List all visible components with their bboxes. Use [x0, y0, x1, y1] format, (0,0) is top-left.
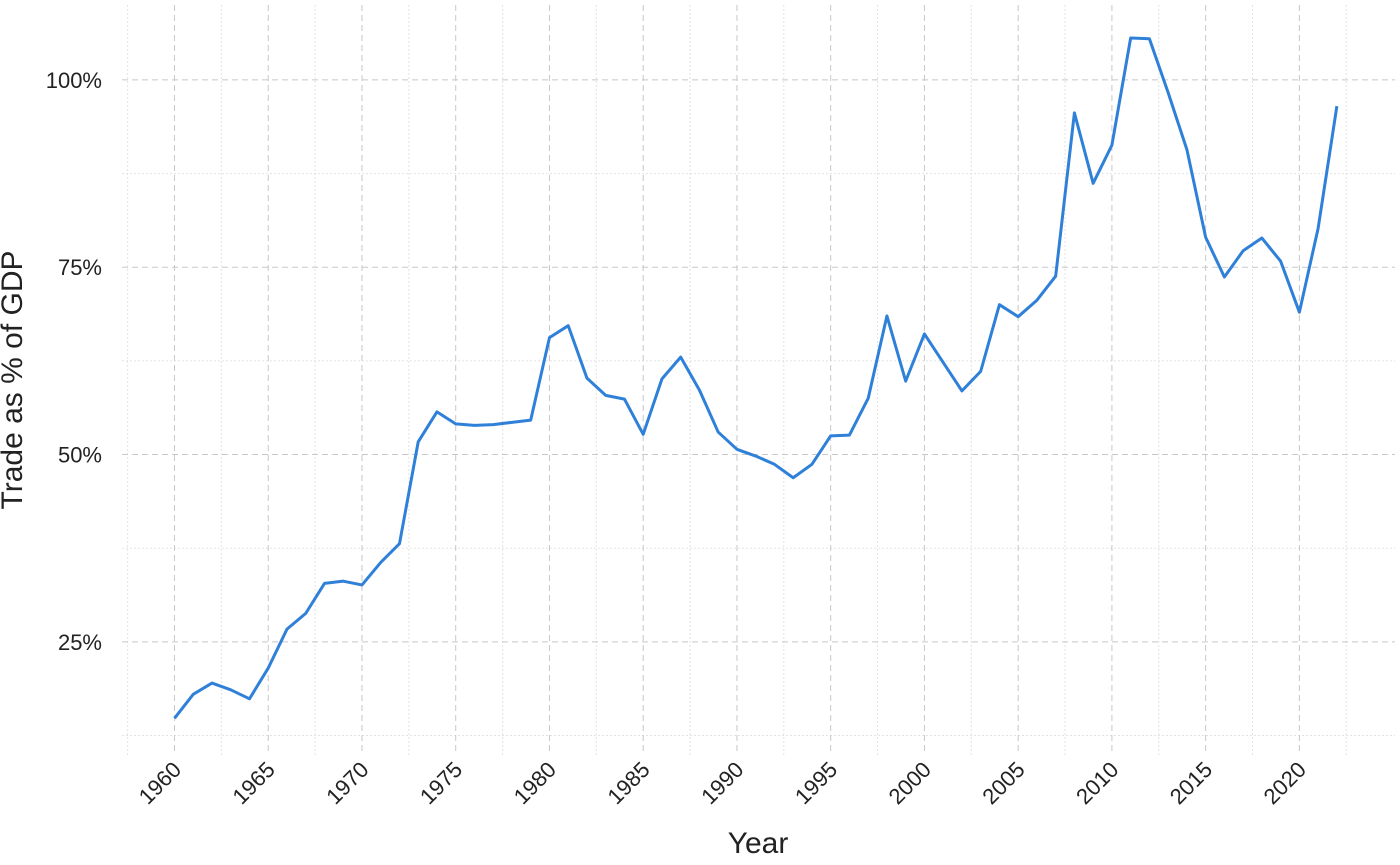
y-tick-label: 100% [46, 68, 102, 93]
x-tick-label: 1975 [415, 757, 467, 809]
x-tick-label: 1960 [134, 757, 186, 809]
x-tick-label: 1985 [602, 757, 654, 809]
y-tick-label: 75% [58, 255, 102, 280]
x-axis-title: Year [728, 827, 789, 860]
y-tick-label: 50% [58, 443, 102, 468]
x-tick-label: 2020 [1259, 757, 1311, 809]
x-tick-label: 2005 [977, 757, 1029, 809]
y-tick-label: 25% [58, 630, 102, 655]
line [173, 36, 1339, 720]
y-axis-title: Trade as % of GDP [0, 251, 29, 510]
x-tick-label: 1965 [227, 757, 279, 809]
x-tick-label: 2000 [884, 757, 936, 809]
x-tick-label: 1990 [696, 757, 748, 809]
x-tick-label: 2010 [1071, 757, 1123, 809]
x-tick-label: 1980 [509, 757, 561, 809]
x-tick-label: 1970 [321, 757, 373, 809]
x-tick-label: 2015 [1165, 757, 1217, 809]
x-tick-label: 1995 [790, 757, 842, 809]
